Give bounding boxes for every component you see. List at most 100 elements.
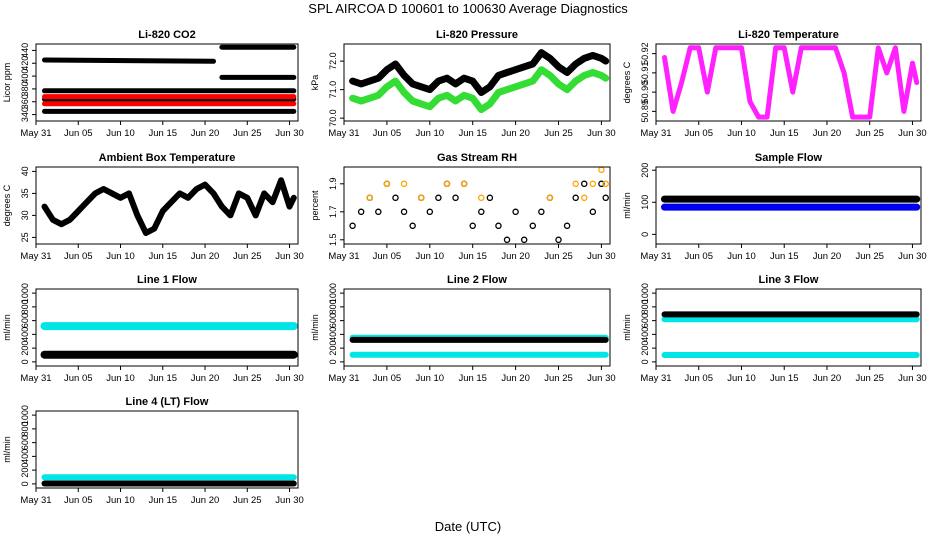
x-tick-label: Jun 15 bbox=[149, 128, 178, 139]
x-tick-label: Jun 05 bbox=[373, 251, 402, 262]
rh-black-point bbox=[495, 222, 502, 230]
rh-black-point bbox=[602, 194, 609, 202]
y-tick-label: 0 bbox=[20, 481, 30, 486]
rh-orange-point bbox=[581, 194, 588, 202]
rh-black-point bbox=[563, 222, 571, 230]
y-tick-label: 30 bbox=[20, 210, 30, 220]
y-tick-label: 600 bbox=[640, 313, 650, 328]
page-xlabel: Date (UTC) bbox=[435, 519, 501, 534]
y-tick-label: 600 bbox=[20, 435, 30, 450]
x-tick-label: Jun 15 bbox=[770, 251, 799, 262]
x-tick-label: Jun 15 bbox=[149, 495, 178, 506]
x-tick-label: May 31 bbox=[640, 128, 671, 139]
y-tick-label: 1.9 bbox=[328, 178, 338, 191]
x-tick-label: Jun 05 bbox=[64, 251, 93, 262]
rh-orange-point bbox=[460, 180, 468, 188]
rh-black-point bbox=[375, 208, 382, 216]
box-temp-series bbox=[41, 177, 297, 236]
plot-frame bbox=[35, 410, 299, 489]
x-tick-label: Jun 05 bbox=[684, 251, 713, 262]
x-tick-label: Jun 20 bbox=[813, 128, 842, 139]
y-tick-label: 50.92 bbox=[640, 42, 650, 65]
x-tick-label: May 31 bbox=[328, 373, 359, 384]
y-tick-label: 600 bbox=[20, 313, 30, 328]
page-title: SPL AIRCOA D 100601 to 100630 Average Di… bbox=[308, 1, 628, 16]
x-tick-label: Jun 25 bbox=[233, 251, 262, 262]
y-tick-label: 400 bbox=[640, 327, 650, 342]
y-tick-label: 1.7 bbox=[328, 206, 338, 219]
plot-frame bbox=[655, 288, 922, 367]
x-tick-label: Jun 10 bbox=[416, 128, 445, 139]
y-tick-label: 50.89 bbox=[640, 100, 650, 123]
x-tick-label: Jun 25 bbox=[855, 128, 884, 139]
rh-orange-point bbox=[598, 167, 605, 174]
series-group bbox=[40, 322, 298, 359]
rh-black-point bbox=[452, 194, 459, 202]
plot-frame bbox=[35, 166, 299, 245]
chart-sample-flow: Sample Flow ml/min 0 100 200 May 31 Jun 05 Jun … bbox=[622, 152, 927, 262]
standard-1-series bbox=[42, 57, 216, 64]
rh-black-point bbox=[409, 222, 416, 230]
chart-rh: Gas Stream RH percent 1.5 1.7 1.9 May 31 Jun 0… bbox=[310, 152, 616, 262]
rh-black-point bbox=[503, 236, 511, 244]
x-tick-label: Jun 30 bbox=[275, 495, 304, 506]
chart-title: Gas Stream RH bbox=[437, 152, 517, 164]
x-tick-label: Jun 15 bbox=[770, 373, 799, 384]
y-axis-label: ml/min bbox=[2, 436, 12, 463]
y-axis-label: Licor ppm bbox=[2, 63, 12, 103]
y-tick-label: 800 bbox=[20, 421, 30, 436]
x-tick-label: Jun 10 bbox=[727, 251, 756, 262]
y-tick-label: 35 bbox=[20, 188, 30, 198]
x-tick-label: Jun 10 bbox=[727, 128, 756, 139]
series-group bbox=[41, 177, 297, 236]
x-tick-label: Jun 25 bbox=[544, 373, 573, 384]
y-tick-label: 1000 bbox=[328, 283, 338, 303]
rh-black-point bbox=[520, 236, 528, 244]
x-tick-label: May 31 bbox=[20, 251, 51, 262]
y-tick-label: 200 bbox=[640, 163, 650, 178]
x-tick-label: Jun 05 bbox=[64, 495, 93, 506]
y-tick-label: 200 bbox=[20, 341, 30, 356]
rh-black-point bbox=[581, 180, 588, 188]
chart-title: Line 1 Flow bbox=[137, 274, 197, 286]
x-tick-label: May 31 bbox=[328, 251, 359, 262]
rh-orange-point bbox=[383, 180, 391, 188]
y-tick-label: 0 bbox=[640, 232, 650, 237]
rh-orange-point bbox=[400, 180, 408, 188]
y-tick-label: 1000 bbox=[20, 283, 30, 303]
rh-black-point bbox=[349, 222, 356, 230]
y-axis-label: degrees C bbox=[622, 61, 632, 103]
x-tick-label: Jun 30 bbox=[898, 373, 927, 384]
rh-black-point bbox=[478, 208, 485, 216]
chart-title: Sample Flow bbox=[755, 152, 823, 164]
x-tick-label: Jun 25 bbox=[544, 128, 573, 139]
plot-frame bbox=[655, 166, 922, 245]
x-tick-label: Jun 30 bbox=[587, 373, 616, 384]
series-group bbox=[349, 167, 609, 244]
y-axis-label: kPa bbox=[310, 75, 320, 91]
x-tick-label: Jun 20 bbox=[191, 251, 220, 262]
x-tick-label: Jun 30 bbox=[898, 128, 927, 139]
x-tick-label: Jun 10 bbox=[416, 251, 445, 262]
y-tick-label: 200 bbox=[20, 463, 30, 478]
x-tick-label: Jun 30 bbox=[587, 251, 616, 262]
x-tick-label: May 31 bbox=[20, 373, 51, 384]
y-tick-label: 800 bbox=[640, 299, 650, 314]
y-tick-label: 1000 bbox=[20, 405, 30, 425]
licor-temp-series bbox=[662, 45, 920, 120]
series-group bbox=[662, 45, 920, 120]
pressure-low-series bbox=[349, 66, 610, 114]
y-tick-label: 1000 bbox=[640, 283, 650, 303]
x-tick-label: May 31 bbox=[20, 128, 51, 139]
x-tick-label: Jun 20 bbox=[501, 373, 530, 384]
chart-title: Ambient Box Temperature bbox=[99, 152, 236, 164]
x-tick-label: Jun 20 bbox=[191, 495, 220, 506]
plot-frame bbox=[35, 288, 299, 367]
x-tick-label: Jun 10 bbox=[727, 373, 756, 384]
x-tick-label: Jun 15 bbox=[770, 128, 799, 139]
rh-orange-point bbox=[478, 194, 485, 202]
x-tick-label: Jun 20 bbox=[191, 373, 220, 384]
